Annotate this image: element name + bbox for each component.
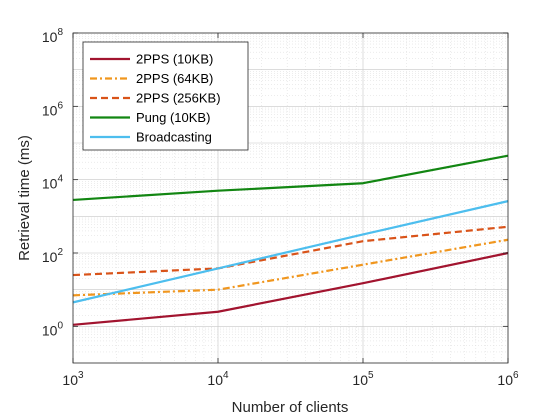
legend-label-1: 2PPS (64KB)	[136, 71, 213, 86]
y-tick-label: 104	[42, 174, 64, 192]
series-line-3	[72, 154, 509, 202]
y-tick-label: 102	[42, 247, 64, 265]
legend-label-0: 2PPS (10KB)	[136, 52, 213, 67]
legend: 2PPS (10KB) 2PPS (64KB) 2PPS (256KB) Pung (…	[82, 41, 249, 151]
x-tick-label: 103	[62, 370, 84, 388]
y-axis-label: Retrieval time (ms)	[16, 135, 33, 261]
series-line-1	[72, 238, 509, 297]
series-line-0	[72, 251, 509, 326]
y-tick-label: 100	[42, 320, 64, 338]
x-tick-label: 105	[352, 370, 374, 388]
x-tick-label: 106	[497, 370, 519, 388]
x-tick-label: 104	[207, 370, 229, 388]
legend-label-4: Broadcasting	[136, 130, 212, 145]
axes-box	[72, 32, 509, 364]
y-tick-label: 106	[42, 100, 64, 118]
series-line-4	[72, 200, 509, 304]
x-axis-label: Number of clients	[232, 399, 349, 416]
series-line-2	[72, 225, 509, 277]
y-tick-label: 108	[42, 27, 64, 45]
series-layer	[72, 154, 509, 326]
legend-label-3: Pung (10KB)	[136, 110, 210, 125]
legend-label-2: 2PPS (256KB)	[136, 91, 221, 106]
tick-layer	[72, 32, 509, 363]
